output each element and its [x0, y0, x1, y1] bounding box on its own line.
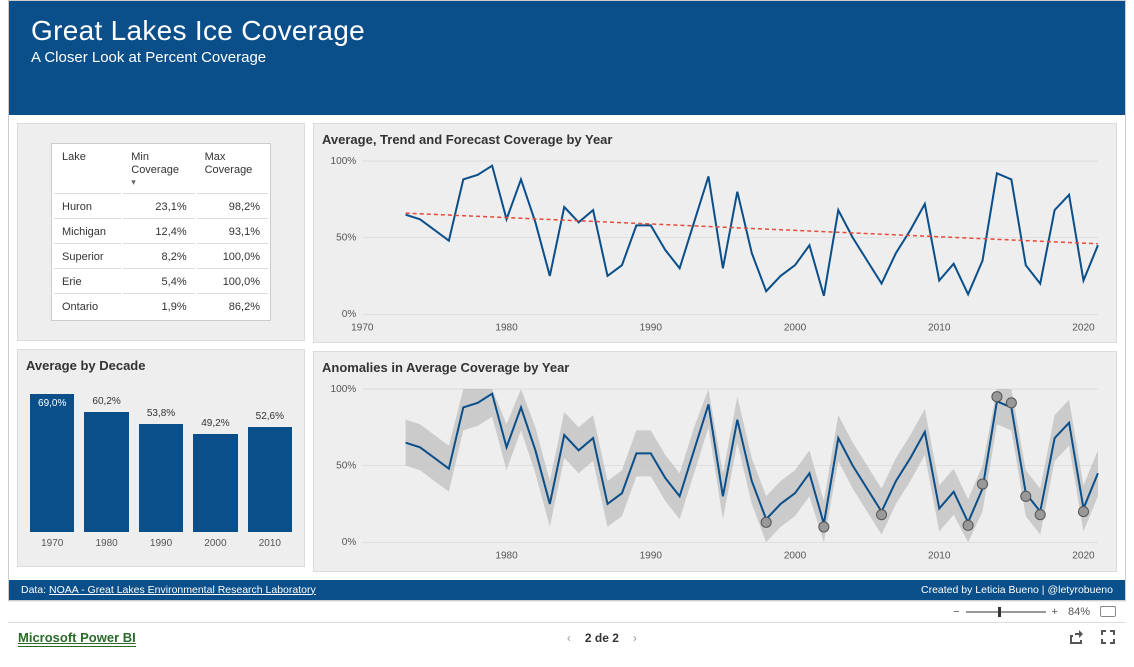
- anomaly-chart-card[interactable]: Anomalies in Average Coverage by Year 0%…: [313, 351, 1117, 571]
- next-page-icon[interactable]: ›: [633, 631, 637, 645]
- data-source: Data: NOAA - Great Lakes Environmental R…: [21, 584, 316, 596]
- svg-text:1980: 1980: [495, 322, 518, 333]
- zoom-in-icon[interactable]: +: [1052, 606, 1058, 618]
- table-header[interactable]: MaxCoverage: [197, 146, 268, 194]
- svg-text:2020: 2020: [1072, 551, 1095, 562]
- zoom-track[interactable]: [966, 611, 1046, 613]
- bottom-chrome: Microsoft Power BI ‹ 2 de 2 ›: [8, 622, 1126, 652]
- svg-text:1970: 1970: [351, 322, 374, 333]
- fullscreen-icon[interactable]: [1100, 629, 1116, 648]
- svg-text:1990: 1990: [640, 551, 663, 562]
- header-banner: Great Lakes Ice Coverage A Closer Look a…: [9, 1, 1125, 115]
- bar-category-label: 1970: [41, 538, 63, 549]
- table-row[interactable]: Michigan12,4%93,1%: [54, 221, 268, 244]
- table-row[interactable]: Superior8,2%100,0%: [54, 246, 268, 269]
- fit-to-page-icon[interactable]: [1100, 606, 1116, 617]
- bar-value-label: 52,6%: [256, 411, 284, 422]
- bar-category-label: 1980: [95, 538, 117, 549]
- bar-value-label: 53,8%: [147, 408, 175, 419]
- bar-value-label: 69,0%: [38, 398, 66, 409]
- credit-text: Created by Leticia Bueno | @letyrobueno: [921, 584, 1113, 596]
- table-header[interactable]: Lake: [54, 146, 121, 194]
- report-footer: Data: NOAA - Great Lakes Environmental R…: [9, 580, 1125, 600]
- svg-text:1980: 1980: [495, 551, 518, 562]
- page-title: Great Lakes Ice Coverage: [31, 15, 1103, 47]
- svg-text:0%: 0%: [342, 538, 357, 549]
- svg-text:100%: 100%: [331, 156, 357, 167]
- share-icon[interactable]: [1068, 629, 1084, 648]
- svg-text:50%: 50%: [336, 233, 356, 244]
- powerbi-brand-link[interactable]: Microsoft Power BI: [18, 630, 136, 647]
- prev-page-icon[interactable]: ‹: [567, 631, 571, 645]
- table-header[interactable]: MinCoverage▾: [123, 146, 194, 194]
- bar-chart-card[interactable]: Average by Decade 69,0%197060,2%198053,8…: [17, 349, 305, 567]
- zoom-slider[interactable]: − +: [953, 606, 1058, 618]
- svg-text:2010: 2010: [928, 551, 951, 562]
- trend-chart: 0% 50% 100% 1970 1980 1990 2000 2010 2020: [322, 153, 1108, 334]
- bar-chart-title: Average by Decade: [26, 358, 296, 373]
- bar[interactable]: 49,2%2000: [193, 434, 237, 549]
- right-column: Average, Trend and Forecast Coverage by …: [313, 123, 1117, 572]
- lake-table[interactable]: LakeMinCoverage▾MaxCoverage Huron23,1%98…: [51, 143, 271, 321]
- table-row[interactable]: Huron23,1%98,2%: [54, 196, 268, 219]
- bar[interactable]: 52,6%2010: [248, 427, 292, 549]
- svg-text:100%: 100%: [331, 384, 357, 395]
- pager-text: 2 de 2: [585, 631, 619, 645]
- page-subtitle: A Closer Look at Percent Coverage: [31, 49, 1103, 66]
- svg-text:50%: 50%: [336, 461, 356, 472]
- svg-text:2010: 2010: [928, 322, 951, 333]
- body-area: LakeMinCoverage▾MaxCoverage Huron23,1%98…: [9, 115, 1125, 580]
- report-canvas: Great Lakes Ice Coverage A Closer Look a…: [8, 0, 1126, 601]
- bar-category-label: 2000: [204, 538, 226, 549]
- bar-value-label: 49,2%: [201, 418, 229, 429]
- trend-chart-card[interactable]: Average, Trend and Forecast Coverage by …: [313, 123, 1117, 343]
- bar[interactable]: 60,2%1980: [84, 412, 128, 549]
- source-link[interactable]: NOAA - Great Lakes Environmental Researc…: [49, 584, 316, 596]
- table-row[interactable]: Ontario1,9%86,2%: [54, 296, 268, 318]
- svg-text:2000: 2000: [784, 322, 807, 333]
- zoom-bar: − + 84%: [8, 601, 1126, 622]
- svg-text:2000: 2000: [784, 551, 807, 562]
- left-column: LakeMinCoverage▾MaxCoverage Huron23,1%98…: [17, 123, 305, 572]
- trend-chart-title: Average, Trend and Forecast Coverage by …: [322, 132, 1108, 147]
- bar-value-label: 60,2%: [92, 396, 120, 407]
- svg-text:2020: 2020: [1072, 322, 1095, 333]
- zoom-percent: 84%: [1068, 606, 1090, 618]
- svg-text:1990: 1990: [640, 322, 663, 333]
- lake-table-card[interactable]: LakeMinCoverage▾MaxCoverage Huron23,1%98…: [17, 123, 305, 341]
- anomaly-chart: 0% 50% 100% 1980 1990 2000 2010 2020: [322, 381, 1108, 562]
- page-navigator: ‹ 2 de 2 ›: [567, 631, 637, 645]
- bar-category-label: 1990: [150, 538, 172, 549]
- bar[interactable]: 53,8%1990: [139, 424, 183, 549]
- chrome-actions: [1068, 629, 1116, 648]
- anomaly-chart-title: Anomalies in Average Coverage by Year: [322, 360, 1108, 375]
- bar-chart: 69,0%197060,2%198053,8%199049,2%200052,6…: [26, 379, 296, 549]
- table-row[interactable]: Erie5,4%100,0%: [54, 271, 268, 294]
- bar[interactable]: 69,0% 1970: [30, 394, 74, 549]
- zoom-thumb[interactable]: [998, 607, 1001, 617]
- svg-text:0%: 0%: [342, 309, 357, 320]
- bar-category-label: 2010: [259, 538, 281, 549]
- zoom-out-icon[interactable]: −: [953, 606, 959, 618]
